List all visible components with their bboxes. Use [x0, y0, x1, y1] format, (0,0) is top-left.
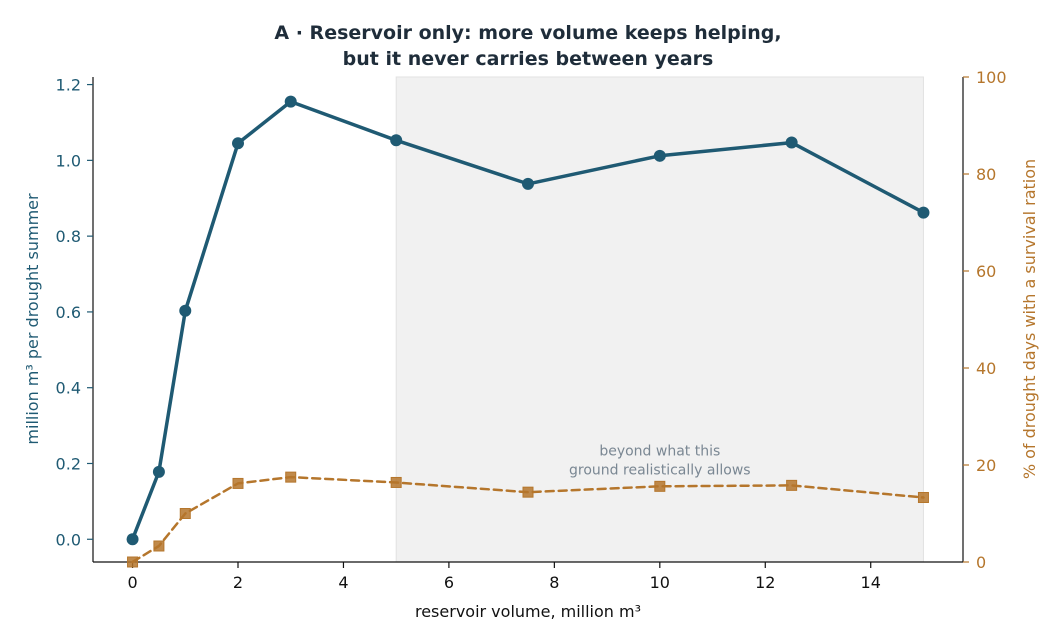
series-2-line — [131, 475, 925, 564]
series-1-point — [917, 206, 930, 219]
y-left-tick-label: 1.2 — [56, 76, 81, 95]
y-left-tick-label: 0.2 — [56, 454, 81, 473]
series-1-line — [130, 99, 926, 542]
series-2-point — [786, 479, 798, 491]
y-left-tick-label: 1.0 — [56, 151, 81, 170]
x-tick-label: 12 — [755, 573, 775, 592]
y-left-tick-label: 0.6 — [56, 303, 81, 322]
series-1-point — [179, 304, 192, 317]
y-left-tick-label: 0.4 — [56, 379, 81, 398]
y-right-tick-label: 100 — [976, 68, 1007, 87]
series-1-point — [152, 465, 165, 478]
y-right-tick-label: 80 — [976, 165, 996, 184]
annotation-line-1: beyond what this — [599, 444, 720, 460]
series-2-point — [390, 476, 402, 488]
series-2-point — [232, 477, 244, 489]
y-right-tick-label: 20 — [976, 456, 996, 475]
annotation-layer: beyond what this ground realistically all… — [569, 444, 751, 479]
series-2-point — [917, 491, 929, 503]
series-1-point — [232, 137, 244, 150]
x-tick-label: 8 — [549, 573, 559, 592]
series-1-point — [284, 95, 297, 108]
y-right-tick-label: 60 — [976, 262, 996, 281]
y-right-tick-label: 40 — [976, 359, 996, 378]
series-1-point — [785, 136, 798, 149]
series-2-point — [285, 471, 297, 483]
x-tick-label: 2 — [233, 573, 243, 592]
x-axis-label: reservoir volume, million m³ — [415, 602, 641, 621]
x-tick-label: 6 — [444, 573, 454, 592]
y-axis-left-label: million m³ per drought summer — [23, 193, 42, 445]
y-left-tick-label: 0.8 — [56, 227, 81, 246]
series-2-point — [179, 508, 191, 519]
series-1-point — [653, 149, 666, 162]
y-left-tick-label: 0.0 — [56, 530, 81, 549]
series-2-point — [654, 480, 666, 492]
series-1-point — [390, 134, 403, 147]
x-tick-label: 0 — [127, 573, 137, 592]
chart-title-line-1: A · Reservoir only: more volume keeps he… — [274, 22, 781, 44]
series-2-point — [127, 556, 139, 568]
series-layer — [126, 95, 930, 568]
series-1-point — [522, 177, 534, 190]
series-2-point — [522, 486, 534, 498]
x-tick-label: 14 — [861, 573, 881, 592]
y-axis-right-label: % of drought days with a survival ration — [1020, 159, 1039, 479]
x-tick-label: 10 — [650, 573, 670, 592]
chart-title-line-2: but it never carries between years — [343, 48, 714, 70]
annotation-line-2: ground realistically allows — [569, 463, 751, 479]
y-right-tick-label: 0 — [976, 553, 986, 572]
x-tick-label: 4 — [338, 573, 348, 592]
axes-layer: 0 2 4 6 8 10 12 14 0.0 0.2 0.4 0.6 0.8 1.0 1.2 0 20 40 60 8… — [56, 68, 1007, 592]
series-1-point — [126, 533, 139, 546]
series-2-point — [153, 540, 165, 552]
